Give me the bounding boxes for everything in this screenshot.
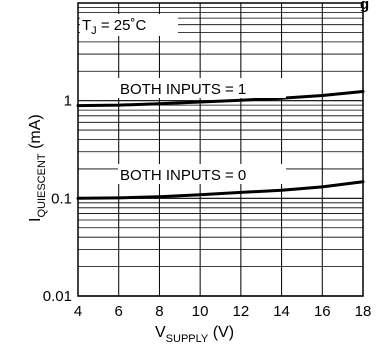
- series-2-label-bg: [118, 164, 286, 184]
- y-axis-label: IQUIESCENT (mA): [27, 114, 48, 222]
- series-line-1: [76, 90, 365, 108]
- y-tick-labels: 0.01 0.1 1: [43, 93, 72, 305]
- x-tick-label: 6: [115, 303, 123, 320]
- x-tick-label: 12: [233, 303, 250, 320]
- x-tick-label: 8: [155, 303, 163, 320]
- condition-label: TJ = 25˚C: [82, 17, 146, 37]
- x-tick-label: 10: [192, 303, 209, 320]
- plot-frame: [77, 2, 364, 297]
- x-axis-label: VSUPPLY (V): [155, 324, 234, 345]
- x-tick-label: 4: [74, 303, 82, 320]
- series-group: [76, 90, 365, 200]
- condition-label-bg: [80, 14, 178, 36]
- series-1-label: BOTH INPUTS = 1: [120, 81, 246, 98]
- series-1-label-bg: [118, 78, 286, 98]
- x-tick-label: 18: [355, 303, 372, 320]
- y-tick-label: 1: [64, 93, 72, 110]
- x-tick-label: 16: [314, 303, 331, 320]
- grid: [77, 2, 364, 297]
- series-2-label: BOTH INPUTS = 0: [120, 167, 246, 184]
- x-tick-labels: 4 6 8 10 12 14 16 18: [74, 303, 372, 320]
- series-line-2: [76, 180, 365, 200]
- x-tick-label: 14: [273, 303, 290, 320]
- y-tick-label: 0.01: [43, 288, 72, 305]
- y-tick-label: 0.1: [51, 190, 72, 207]
- chart-title-fragment: g: [360, 0, 369, 13]
